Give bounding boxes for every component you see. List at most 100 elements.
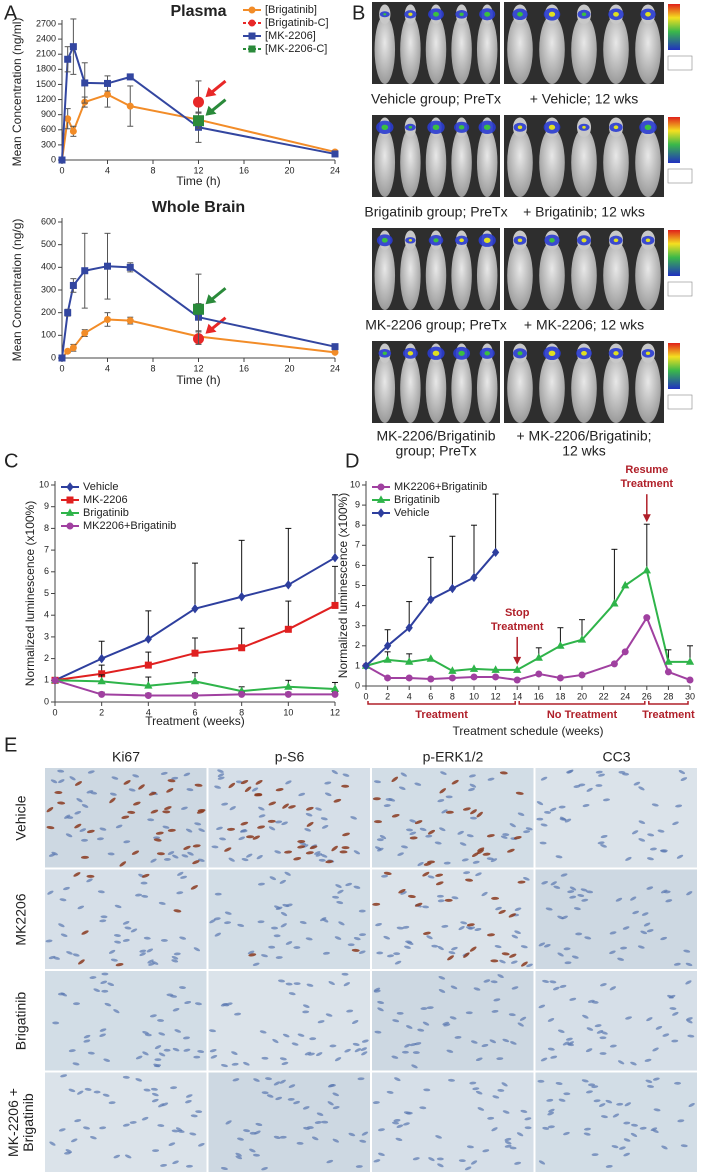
marker bbox=[491, 547, 500, 558]
nucleus bbox=[231, 1062, 239, 1066]
nucleus bbox=[275, 956, 283, 959]
marker bbox=[470, 572, 478, 583]
stained-nucleus bbox=[517, 880, 526, 884]
nucleus bbox=[657, 829, 665, 833]
nucleus bbox=[101, 972, 109, 976]
stained-nucleus bbox=[451, 779, 459, 785]
mouse bbox=[374, 241, 396, 310]
stained-nucleus bbox=[196, 810, 205, 814]
stained-nucleus bbox=[164, 806, 172, 811]
nucleus bbox=[275, 906, 283, 911]
nucleus bbox=[540, 776, 548, 781]
nucleus bbox=[234, 1012, 242, 1016]
stained-nucleus bbox=[78, 959, 85, 965]
nucleus bbox=[567, 769, 574, 774]
nucleus bbox=[422, 1021, 430, 1026]
mouse bbox=[571, 15, 597, 84]
nucleus bbox=[486, 857, 494, 861]
column-header: CC3 bbox=[602, 749, 630, 765]
nucleus bbox=[258, 814, 266, 818]
stained-nucleus bbox=[501, 952, 510, 956]
nucleus bbox=[537, 1079, 545, 1083]
y-tick-label: 300 bbox=[41, 284, 56, 294]
x-tick-label: 8 bbox=[150, 165, 155, 175]
nucleus bbox=[89, 976, 97, 980]
nucleus bbox=[354, 1048, 362, 1053]
histology-image bbox=[535, 971, 697, 1071]
nucleus bbox=[315, 853, 323, 857]
nucleus bbox=[571, 955, 579, 959]
nucleus bbox=[221, 802, 229, 806]
color-scale-note bbox=[667, 168, 693, 184]
nucleus bbox=[540, 1057, 548, 1062]
nucleus bbox=[445, 795, 453, 799]
tissue bbox=[45, 869, 207, 969]
nucleus bbox=[342, 773, 350, 777]
nucleus bbox=[211, 845, 219, 849]
nucleus bbox=[548, 1108, 555, 1113]
nucleus bbox=[492, 1095, 500, 1099]
nucleus bbox=[69, 776, 76, 781]
nucleus bbox=[190, 1114, 198, 1118]
nucleus bbox=[350, 816, 357, 820]
x-tick-label: 18 bbox=[555, 691, 565, 701]
nucleus bbox=[497, 1088, 505, 1092]
nucleus bbox=[288, 1084, 296, 1088]
x-tick-label: 12 bbox=[193, 165, 203, 175]
nucleus bbox=[609, 931, 617, 935]
nucleus bbox=[517, 1022, 524, 1027]
nucleus bbox=[243, 1061, 250, 1066]
nucleus bbox=[303, 1126, 310, 1130]
stained-nucleus bbox=[257, 825, 265, 829]
nucleus bbox=[314, 851, 321, 855]
stained-nucleus bbox=[192, 844, 201, 848]
nucleus bbox=[152, 1149, 160, 1153]
bioluminescence-core bbox=[517, 125, 523, 130]
nucleus bbox=[487, 1116, 495, 1120]
nucleus bbox=[504, 1144, 512, 1148]
x-tick-label: 20 bbox=[284, 363, 294, 373]
nucleus bbox=[510, 960, 518, 964]
marker bbox=[362, 661, 370, 671]
nucleus bbox=[107, 852, 115, 856]
stained-nucleus bbox=[435, 873, 444, 877]
nucleus bbox=[669, 1007, 677, 1010]
nucleus bbox=[172, 854, 179, 859]
nucleus bbox=[605, 1164, 613, 1168]
nucleus bbox=[473, 987, 481, 991]
nucleus bbox=[261, 1166, 268, 1171]
nucleus bbox=[639, 1126, 647, 1130]
nucleus bbox=[153, 836, 161, 840]
y-tick-label: 0 bbox=[44, 696, 49, 706]
nucleus bbox=[185, 1094, 193, 1098]
bioluminescence-core bbox=[458, 125, 465, 130]
nucleus bbox=[332, 1106, 340, 1110]
stained-nucleus bbox=[240, 779, 249, 785]
nucleus bbox=[637, 945, 645, 949]
nucleus bbox=[66, 951, 73, 955]
marker bbox=[144, 691, 152, 699]
error-bar bbox=[332, 494, 338, 558]
nucleus bbox=[183, 1036, 190, 1040]
nucleus bbox=[231, 1051, 238, 1055]
stained-nucleus bbox=[156, 852, 165, 856]
bioluminescence-core bbox=[408, 239, 413, 242]
nucleus bbox=[392, 1121, 399, 1125]
stained-nucleus bbox=[331, 845, 338, 852]
nucleus bbox=[490, 980, 498, 984]
nucleus bbox=[268, 826, 276, 831]
nucleus bbox=[174, 1029, 182, 1033]
nucleus bbox=[641, 912, 649, 916]
marker bbox=[284, 682, 293, 690]
nucleus bbox=[335, 884, 342, 888]
color-scale-note bbox=[667, 55, 693, 71]
marker bbox=[66, 482, 74, 492]
pointer-arrowhead bbox=[205, 105, 217, 116]
nucleus bbox=[500, 835, 508, 839]
nucleus bbox=[320, 854, 328, 858]
tissue bbox=[535, 768, 697, 868]
pointer-arrowhead bbox=[205, 294, 217, 305]
nucleus bbox=[437, 1163, 444, 1168]
stained-nucleus bbox=[80, 855, 89, 859]
nucleus bbox=[383, 935, 391, 940]
